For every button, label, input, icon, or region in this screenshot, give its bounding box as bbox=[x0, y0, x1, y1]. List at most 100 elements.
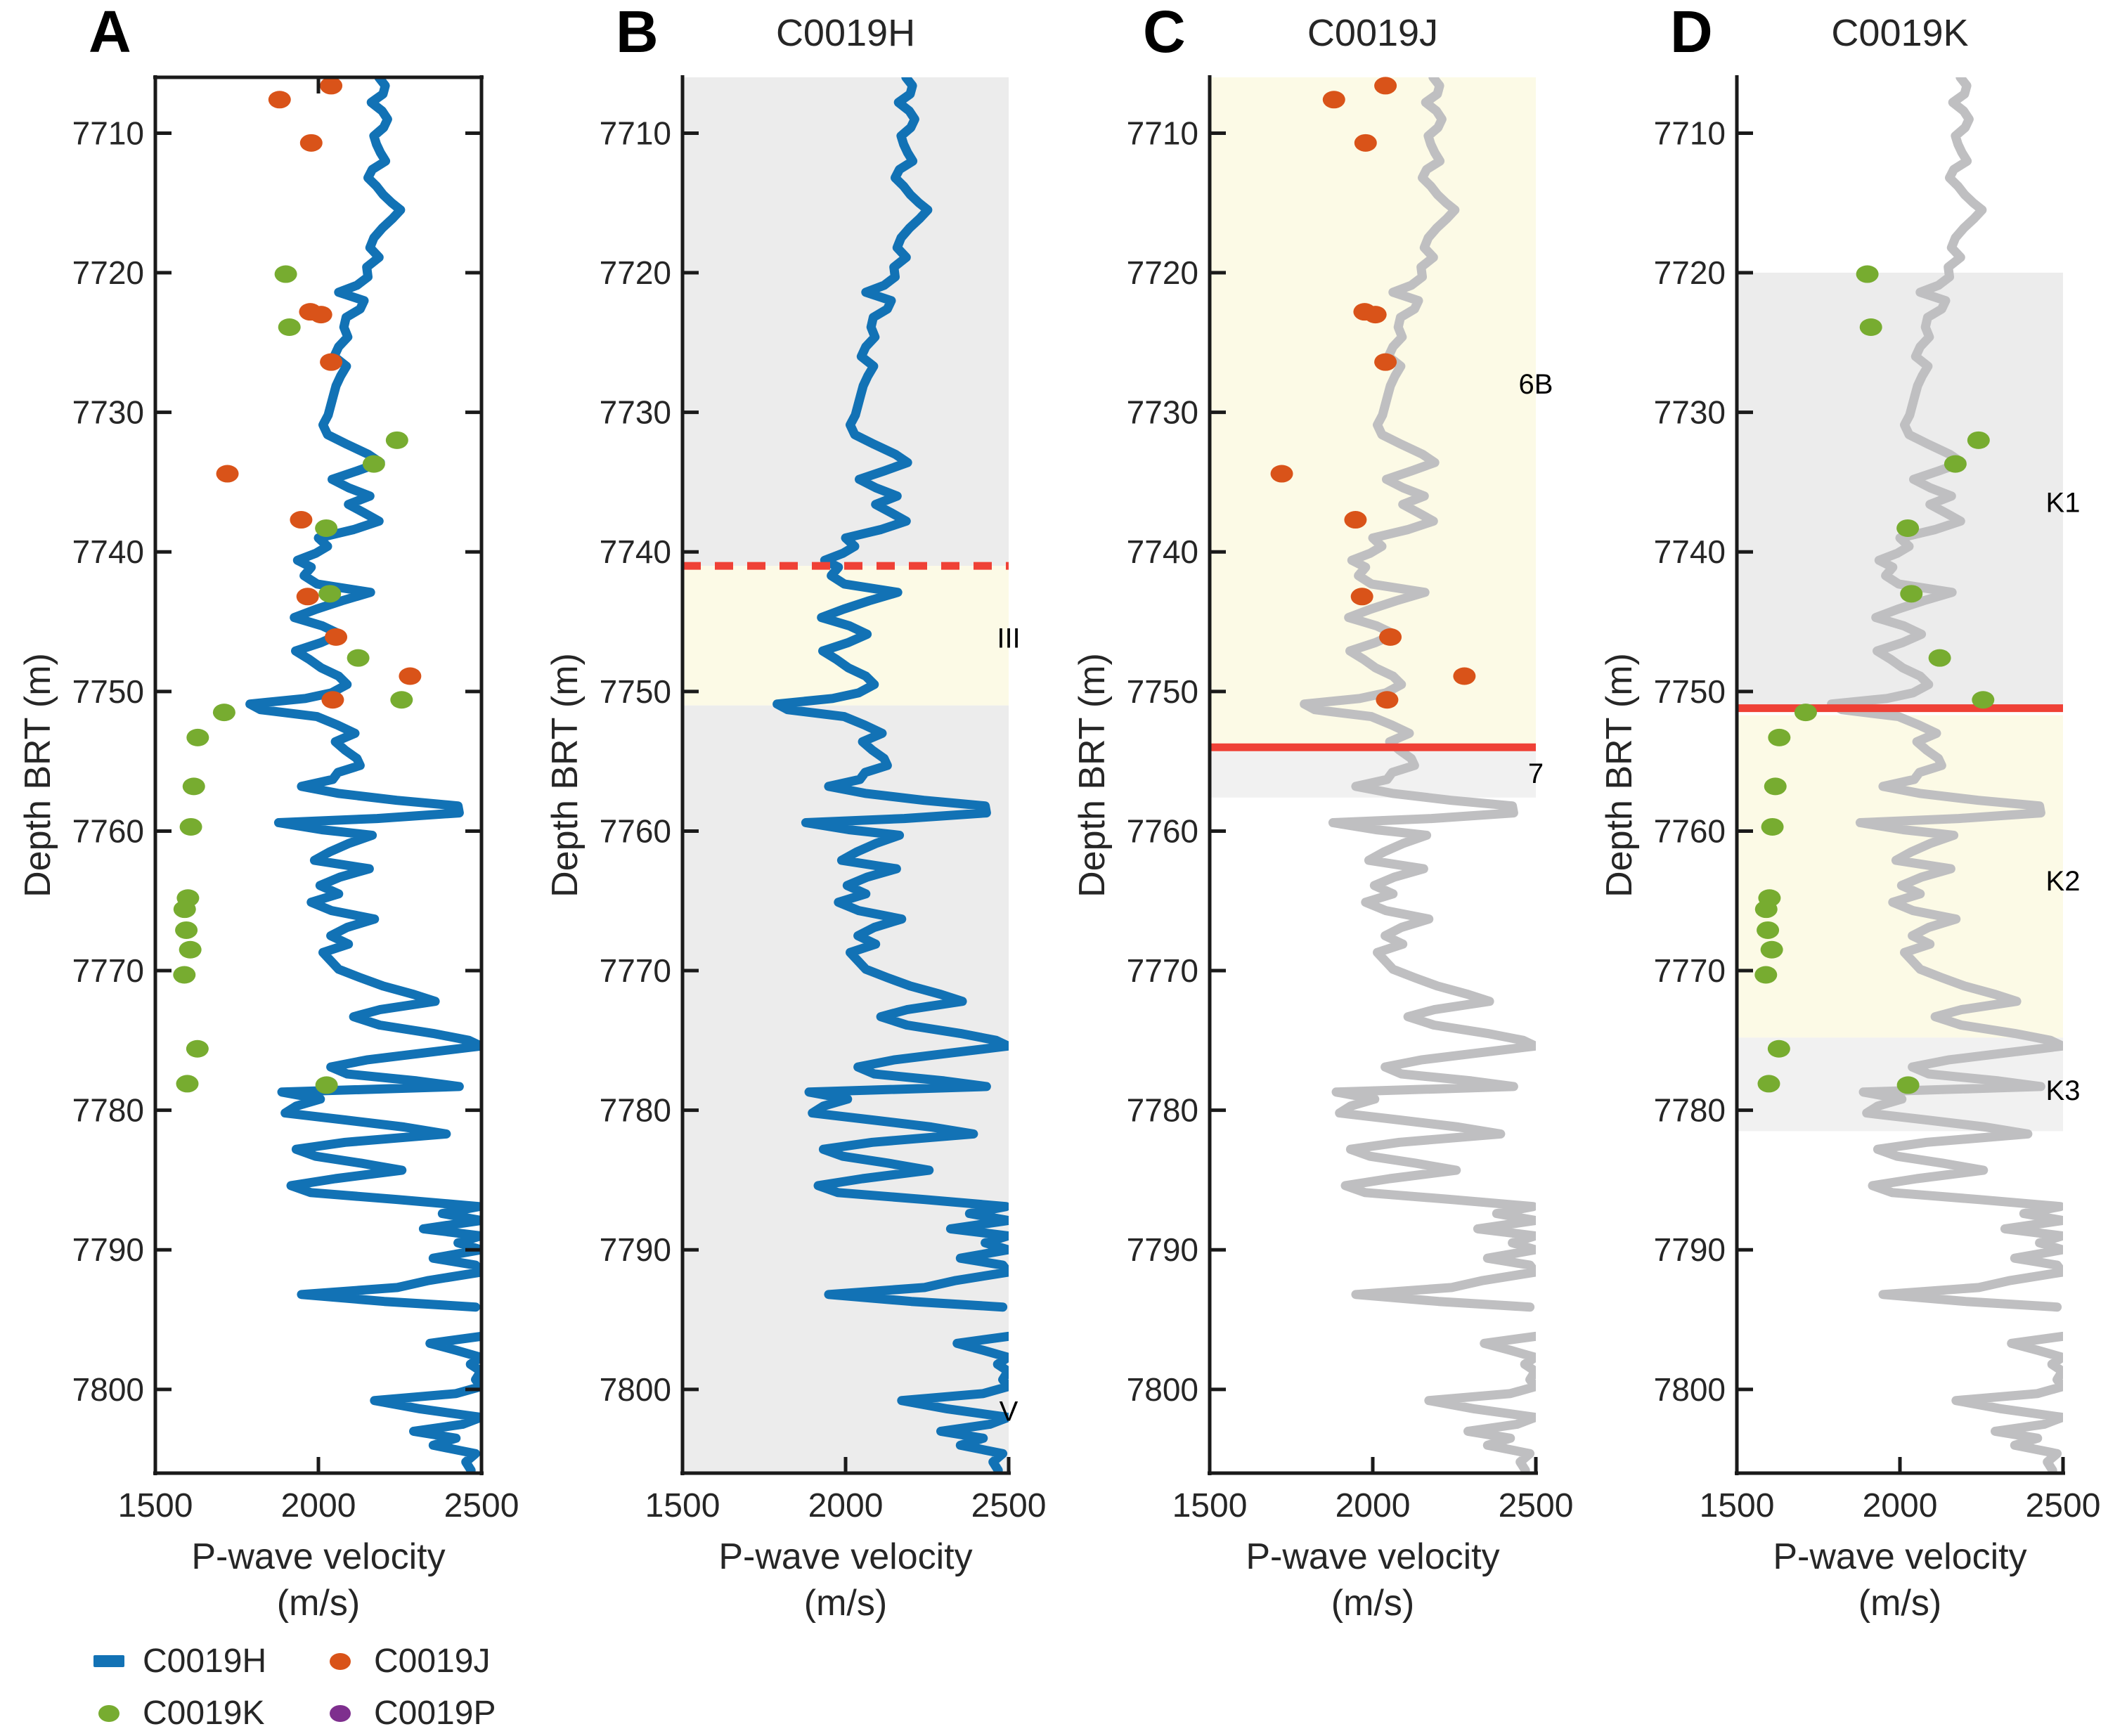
y-tick-label: 7710 bbox=[72, 115, 144, 151]
y-tick-label: 7770 bbox=[72, 952, 144, 989]
scatter-point-c0019k bbox=[1764, 777, 1787, 796]
panel-letter-c: C bbox=[1143, 0, 1186, 65]
x-axis-label-line1: P-wave velocity bbox=[191, 1536, 446, 1577]
y-tick-label: 7740 bbox=[1654, 533, 1726, 570]
scatter-point-c0019k bbox=[1761, 817, 1784, 836]
zone-label-7: 7 bbox=[1528, 758, 1544, 789]
zone-band bbox=[1210, 77, 1536, 748]
scatter-point-c0019k bbox=[318, 585, 342, 603]
x-tick-label: 2000 bbox=[281, 1487, 356, 1524]
x-tick-label: 1500 bbox=[118, 1487, 193, 1524]
y-axis-label-d: Depth BRT (m) bbox=[1599, 653, 1640, 898]
y-tick-label: 7780 bbox=[72, 1092, 144, 1129]
legend-item-c0019h: C0019H bbox=[93, 1642, 266, 1680]
panel-a: 7710 7720 7730 7740 7750 7760 7770 7780 7790 7800… bbox=[72, 75, 519, 1524]
scatter-point-c0019j bbox=[320, 77, 343, 95]
scatter-point-c0019k bbox=[315, 1076, 338, 1094]
scatter-point-c0019k bbox=[186, 728, 209, 746]
y-tick-label: 7800 bbox=[600, 1371, 671, 1408]
scatter-point-c0019j bbox=[1374, 353, 1397, 371]
x-axis-label-line1: P-wave velocity bbox=[718, 1536, 973, 1577]
panel-d: 7710 7720 7730 7740 7750 7760 7770 7780 7790 7800… bbox=[1654, 75, 2101, 1524]
y-tick-label: 7720 bbox=[600, 254, 671, 291]
scatter-point-c0019k bbox=[1972, 691, 1995, 709]
y-tick-label: 7800 bbox=[1654, 1371, 1726, 1408]
y-axis-label-b: Depth BRT (m) bbox=[545, 653, 586, 898]
x-tick-label: 2000 bbox=[1336, 1487, 1411, 1524]
scatter-point-c0019j bbox=[321, 691, 344, 709]
zone-band bbox=[683, 77, 1009, 566]
x-axis-label-a: P-wave velocity (m/s) bbox=[101, 1534, 536, 1626]
panel-letter-d: D bbox=[1670, 0, 1713, 65]
legend-line-swatch-c0019h bbox=[93, 1655, 124, 1667]
zone-label-6b: 6B bbox=[1519, 369, 1553, 400]
scatter-point-c0019k bbox=[1900, 585, 1923, 603]
scatter-point-c0019j bbox=[216, 465, 239, 483]
scatter-point-c0019j bbox=[1374, 77, 1397, 95]
legend-label-c0019h: C0019H bbox=[143, 1643, 267, 1680]
y-tick-label: 7760 bbox=[1127, 812, 1198, 849]
x-tick-label: 2000 bbox=[1863, 1487, 1938, 1524]
legend-label-c0019p: C0019P bbox=[374, 1695, 496, 1732]
scatter-point-c0019k bbox=[175, 921, 198, 939]
scatter-point-c0019j bbox=[1350, 588, 1373, 606]
y-tick-label: 7750 bbox=[600, 673, 671, 710]
y-tick-label: 7760 bbox=[1654, 812, 1726, 849]
x-axis-label-line2: (m/s) bbox=[1858, 1583, 1942, 1624]
y-tick-label: 7760 bbox=[72, 812, 144, 849]
scatter-point-c0019j bbox=[1322, 91, 1345, 109]
scatter-point-c0019k bbox=[1757, 921, 1780, 939]
panel-letter-b: B bbox=[616, 0, 659, 65]
panel-title-b: C0019H bbox=[775, 12, 916, 54]
x-tick-label: 1500 bbox=[1700, 1487, 1775, 1524]
scatter-point-c0019k bbox=[173, 900, 196, 919]
zone-label-k1: K1 bbox=[2046, 488, 2081, 519]
x-axis-label-c: P-wave velocity (m/s) bbox=[1155, 1534, 1591, 1626]
x-tick-label: 2500 bbox=[2026, 1487, 2101, 1524]
y-tick-label: 7730 bbox=[1127, 394, 1198, 431]
scatter-point-c0019j bbox=[1376, 691, 1399, 709]
y-tick-label: 7730 bbox=[600, 394, 671, 431]
scatter-point-c0019j bbox=[290, 511, 313, 529]
x-tick-label: 1500 bbox=[1172, 1487, 1248, 1524]
scatter-point-c0019k bbox=[186, 1039, 209, 1058]
scatter-point-c0019k bbox=[1859, 318, 1882, 336]
scatter-point-c0019j bbox=[1453, 667, 1476, 685]
y-axis-label-c: Depth BRT (m) bbox=[1072, 653, 1113, 898]
x-axis-label-line1: P-wave velocity bbox=[1773, 1536, 2027, 1577]
y-tick-label: 7760 bbox=[600, 812, 671, 849]
scatter-point-c0019k bbox=[385, 431, 408, 449]
x-axis-label-line1: P-wave velocity bbox=[1246, 1536, 1500, 1577]
scatter-point-c0019j bbox=[268, 91, 291, 109]
x-tick-label: 2500 bbox=[444, 1487, 519, 1524]
y-tick-label: 7800 bbox=[1127, 1371, 1198, 1408]
scatter-point-c0019j bbox=[320, 353, 343, 371]
velocity-log-curve-c0019h bbox=[245, 77, 481, 1473]
scatter-point-c0019k bbox=[212, 704, 235, 722]
legend-dot-swatch-c0019j bbox=[325, 1652, 356, 1670]
y-tick-label: 7730 bbox=[1654, 394, 1726, 431]
x-tick-label: 2000 bbox=[808, 1487, 884, 1524]
y-axis-label-a: Depth BRT (m) bbox=[18, 653, 58, 898]
scatter-point-c0019j bbox=[399, 667, 422, 685]
scatter-point-c0019k bbox=[173, 966, 196, 984]
scatter-point-c0019k bbox=[179, 817, 202, 836]
zone-label-v: V bbox=[1000, 1397, 1019, 1427]
y-tick-label: 7730 bbox=[72, 394, 144, 431]
x-tick-label: 2500 bbox=[971, 1487, 1047, 1524]
y-tick-label: 7750 bbox=[1127, 673, 1198, 710]
zone-band bbox=[683, 566, 1009, 706]
y-tick-label: 7780 bbox=[1654, 1092, 1726, 1129]
y-tick-label: 7740 bbox=[72, 533, 144, 570]
scatter-point-c0019k bbox=[1754, 966, 1778, 984]
y-tick-label: 7770 bbox=[600, 952, 671, 989]
y-tick-label: 7780 bbox=[600, 1092, 671, 1129]
legend-item-c0019p: C0019P bbox=[325, 1694, 496, 1732]
y-tick-label: 7750 bbox=[1654, 673, 1726, 710]
scatter-point-c0019k bbox=[179, 940, 202, 959]
x-axis-label-line2: (m/s) bbox=[803, 1583, 888, 1624]
scatter-point-c0019j bbox=[325, 628, 348, 646]
scatter-point-c0019j bbox=[1364, 306, 1387, 324]
y-tick-label: 7710 bbox=[600, 115, 671, 151]
scatter-point-c0019k bbox=[1754, 900, 1778, 919]
